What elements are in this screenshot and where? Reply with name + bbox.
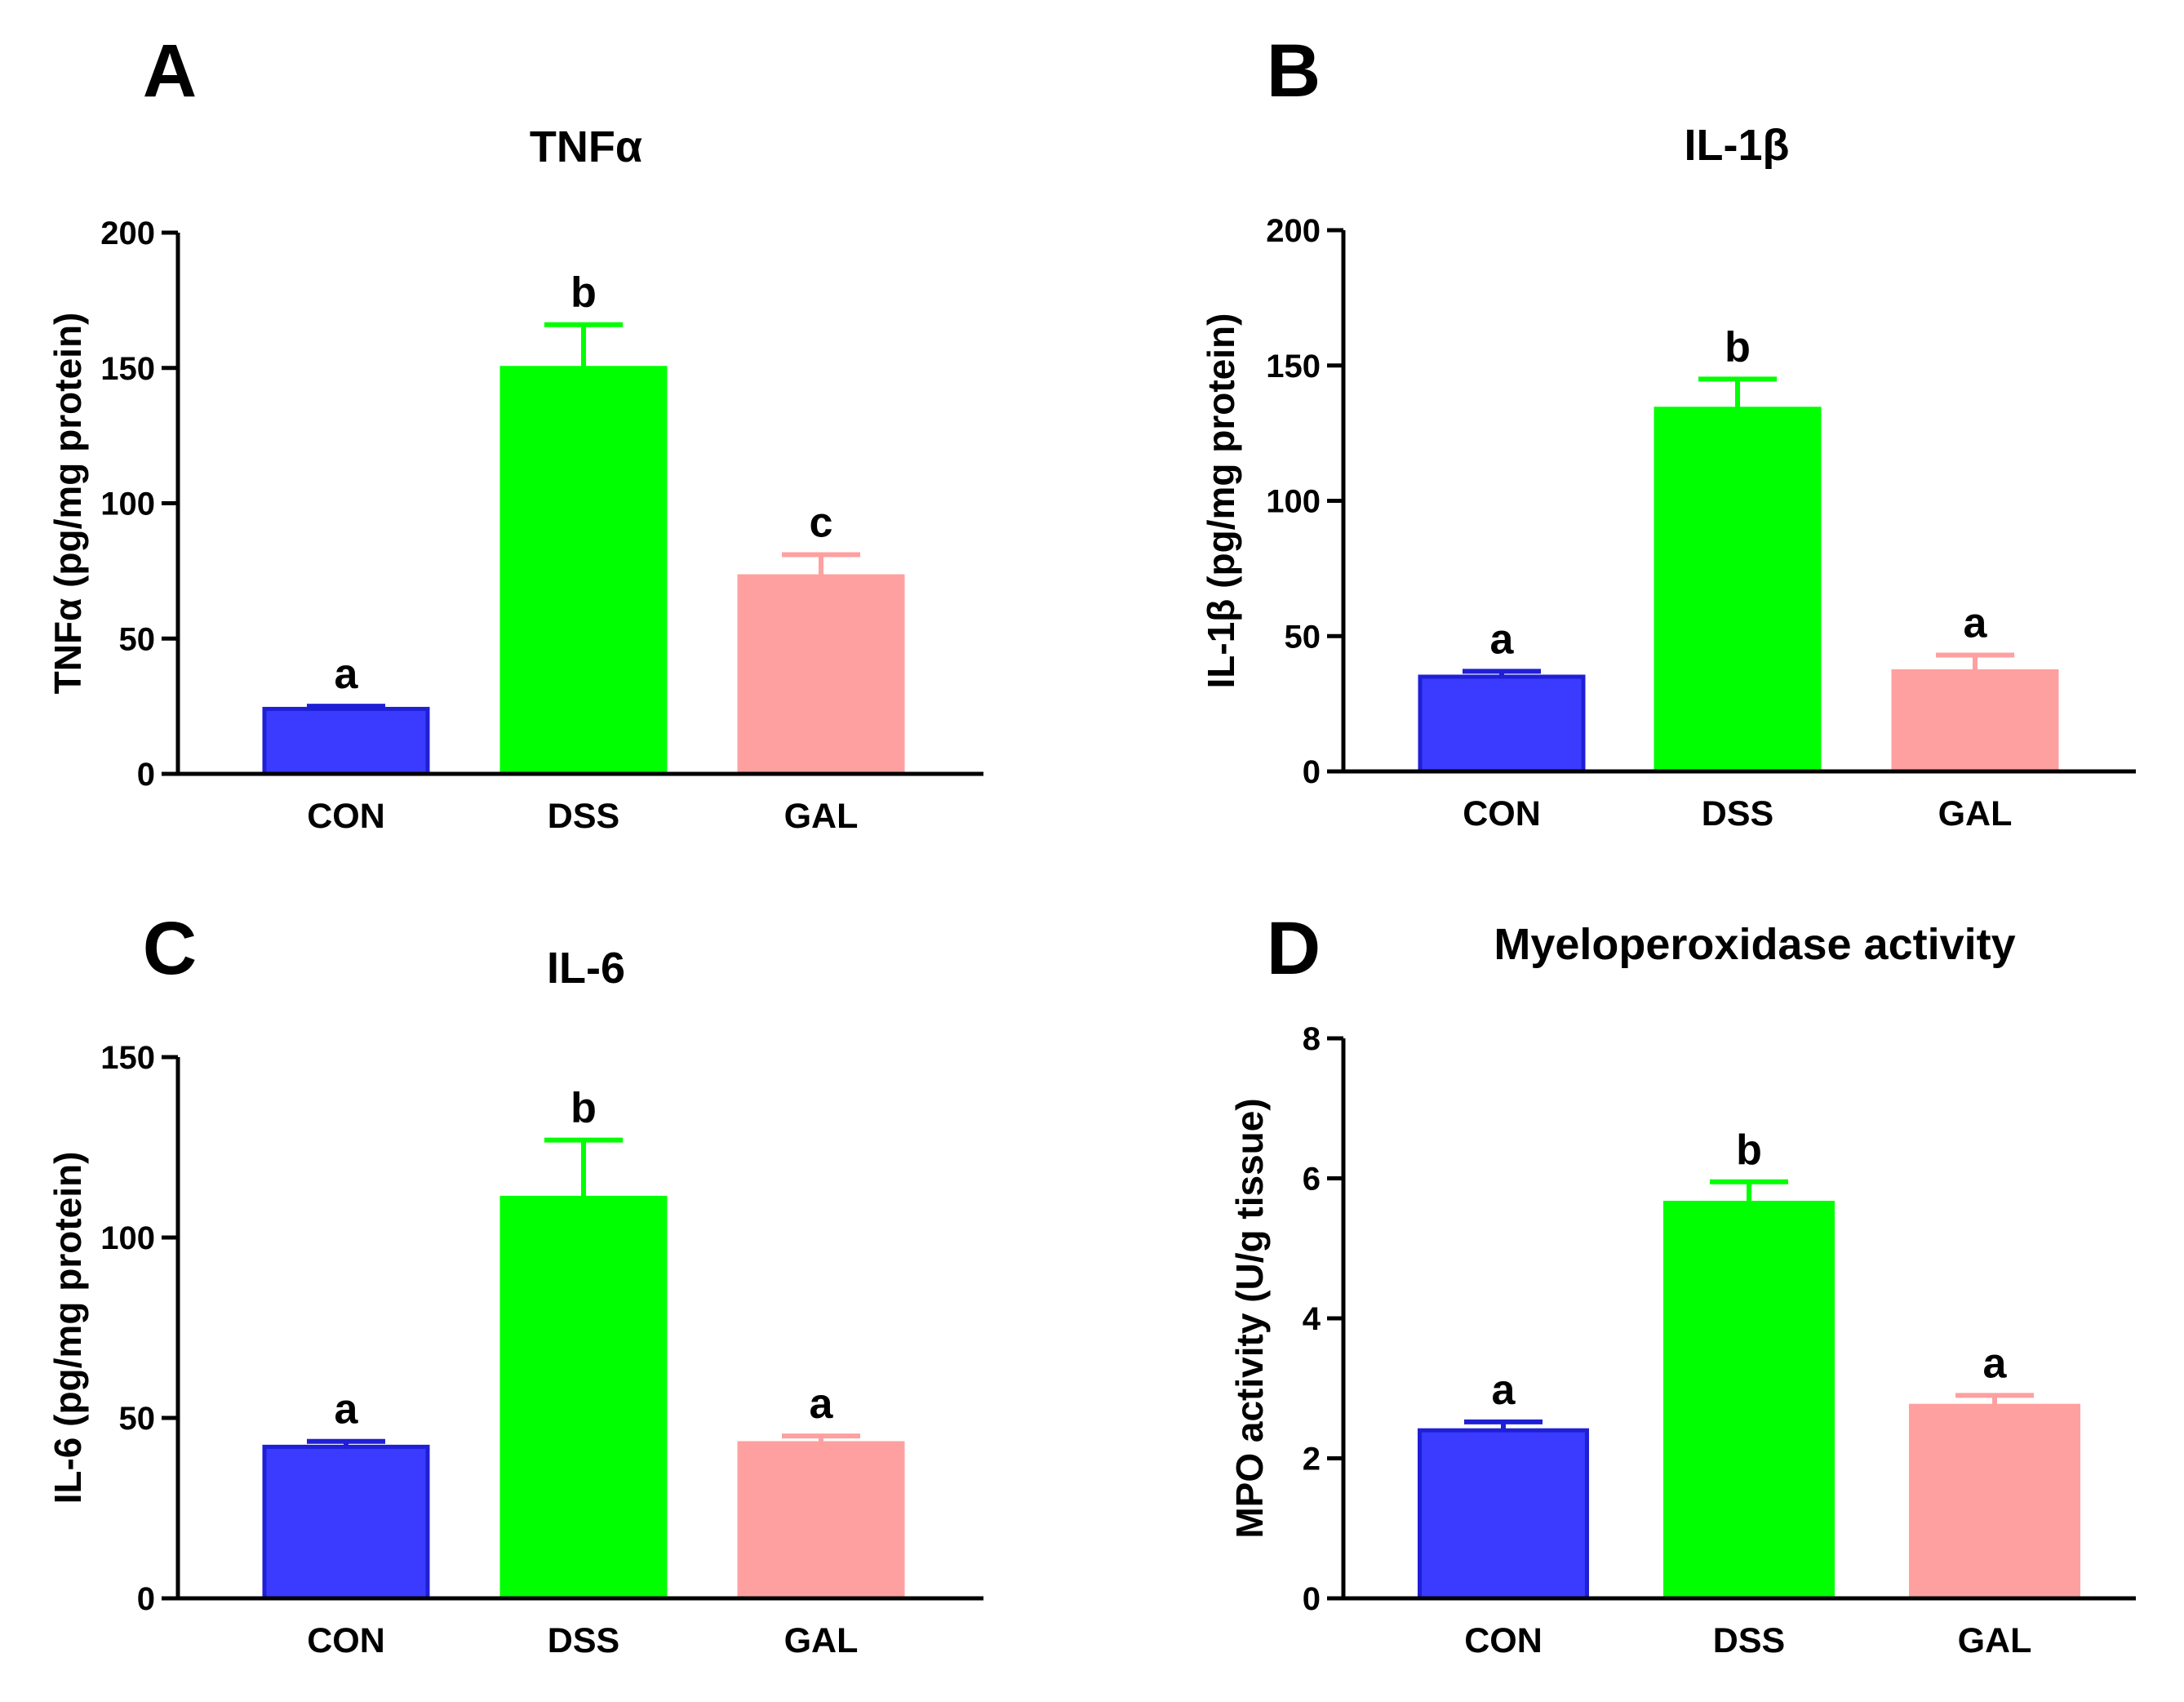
significance-label-dss: b [570,1085,597,1132]
x-category-label: GAL [1938,794,2013,833]
bar-gal [1909,1403,2080,1601]
significance-label-con: a [335,1386,359,1433]
x-category-label: GAL [1958,1621,2032,1660]
y-tick-label: 100 [1266,484,1321,520]
y-tick-label: 150 [1266,349,1321,384]
y-tick-label: 50 [1285,619,1321,655]
y-tick-label: 8 [1303,1021,1321,1057]
y-tick-label: 0 [1303,754,1321,790]
y-axis-label: IL-6 (pg/mg protein) [47,1152,89,1504]
bar-con [1418,674,1586,774]
y-tick-label: 50 [119,621,156,657]
y-tick-label: 4 [1303,1301,1321,1337]
y-tick-label: 6 [1303,1162,1321,1198]
significance-label-gal: a [810,1380,834,1428]
y-axis-label: MPO activity (U/g tissue) [1228,1098,1271,1538]
significance-label-con: a [335,651,359,698]
significance-label-dss: b [1736,1127,1762,1174]
chart-title: Myeloperoxidase activity [1494,920,2015,969]
bar-gal [737,574,905,776]
x-category-label: CON [1464,1621,1543,1660]
x-category-label: DSS [1702,794,1773,833]
bar-con [262,1444,430,1601]
bar-dss [1654,407,1822,774]
panel-letter-d: D [1267,907,1321,990]
panel-c: C IL-6 IL-6 (pg/mg protein) a b a 0 50 100 15… [47,907,983,1660]
panel-letter-c: C [143,907,197,990]
significance-label-dss: b [1725,323,1751,371]
panel-d: D Myeloperoxidase activity MPO activity … [1228,907,2136,1660]
x-category-label: GAL [784,797,859,836]
y-tick-label: 0 [137,757,155,793]
significance-label-gal: a [1964,599,1988,647]
bar-dss [1663,1201,1835,1601]
y-tick-label: 200 [1266,213,1321,249]
x-category-label: DSS [548,797,619,836]
x-category-label: CON [307,1621,385,1660]
y-tick-label: 150 [100,351,155,387]
y-axis-label: TNFα (pg/mg protein) [47,313,89,695]
significance-label-gal: c [810,499,833,546]
bar-con [262,706,430,776]
bar-con [1418,1428,1589,1601]
chart-title: TNFα [530,122,642,171]
y-tick-label: 50 [119,1401,156,1437]
y-tick-label: 150 [100,1040,155,1076]
significance-label-con: a [1490,615,1515,663]
chart-title: IL-6 [547,944,625,993]
chart-title: IL-1β [1685,121,1790,170]
bar-dss [499,1195,668,1601]
x-category-label: GAL [784,1621,859,1660]
y-tick-label: 0 [137,1581,155,1617]
panel-letter-a: A [143,29,197,113]
panel-letter-b: B [1267,29,1321,113]
x-category-label: DSS [1713,1621,1785,1660]
y-tick-label: 0 [1303,1581,1321,1617]
x-category-label: CON [1463,794,1541,833]
bar-gal [1891,669,2059,774]
panel-b: B IL-1β IL-1β (pg/mg protein) a b a 0 50 100… [1200,29,2136,833]
bar-gal [737,1441,905,1601]
y-tick-label: 2 [1303,1442,1321,1478]
y-tick-label: 100 [100,487,155,522]
x-category-label: DSS [548,1621,619,1660]
y-axis-label: IL-1β (pg/mg protein) [1200,313,1242,689]
significance-label-con: a [1492,1366,1516,1414]
x-category-label: CON [307,797,385,836]
significance-label-dss: b [570,269,597,317]
bar-dss [499,366,668,776]
y-tick-label: 200 [100,216,155,251]
panel-a: A TNFα TNFα (pg/mg protein) a b c 0 50 100 15… [47,29,983,836]
y-tick-label: 100 [100,1220,155,1256]
significance-label-gal: a [1983,1340,2008,1387]
